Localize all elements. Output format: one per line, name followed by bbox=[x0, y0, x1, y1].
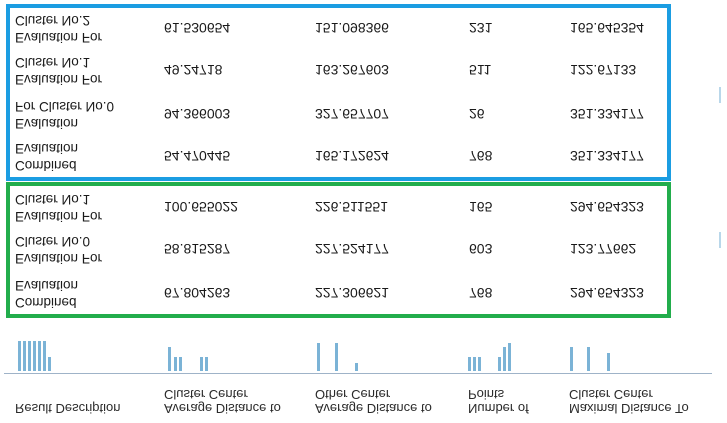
row-other-distance: 226.511551 bbox=[315, 199, 388, 215]
header-average-distance-cluster[interactable]: Average Distance to Cluster Center bbox=[164, 387, 281, 416]
row-other-distance: 227.306621 bbox=[315, 285, 389, 301]
row-other-distance: 165.172624 bbox=[315, 148, 389, 164]
table-row[interactable]: Evaluation For Cluster No.0 58.815287 22… bbox=[0, 227, 727, 271]
row-description: Evaluation For Cluster No.0 bbox=[15, 234, 103, 266]
row-points: 768 bbox=[469, 148, 493, 164]
column-bars-maximal bbox=[569, 325, 619, 371]
row-description: Evaluation For Cluster No.1 bbox=[15, 192, 103, 224]
row-points: 603 bbox=[469, 241, 493, 257]
header-divider bbox=[4, 373, 712, 374]
row-average-distance: 58.815287 bbox=[164, 241, 231, 257]
row-other-distance: 227.524177 bbox=[315, 241, 389, 257]
column-bars-points bbox=[468, 325, 518, 371]
column-bars-other bbox=[315, 325, 365, 371]
row-average-distance: 100.655022 bbox=[164, 199, 238, 215]
column-bars-average bbox=[165, 325, 215, 371]
table-row[interactable]: Evaluation For Cluster No.2 61.530654 15… bbox=[0, 6, 727, 50]
row-description: Evaluation For Cluster No.1 bbox=[15, 55, 103, 87]
row-max-distance: 351.334177 bbox=[570, 106, 644, 122]
row-description: Evaluation For Cluster No.2 bbox=[15, 13, 103, 45]
row-max-distance: 123.77662 bbox=[570, 241, 637, 257]
row-other-distance: 327.657707 bbox=[315, 106, 389, 122]
table-row[interactable]: Combined Evaluation 67.804263 227.306621… bbox=[0, 271, 727, 315]
row-max-distance: 122.67133 bbox=[570, 62, 637, 78]
row-max-distance: 294.654323 bbox=[570, 285, 644, 301]
header-result-description[interactable]: Result Description bbox=[15, 401, 121, 416]
header-average-distance-other[interactable]: Average Distance to Other Center bbox=[315, 387, 432, 416]
header-maximal-distance[interactable]: Maximal Distance To Cluster Center bbox=[569, 387, 689, 416]
table-row[interactable]: Evaluation For Cluster No.1 49.24718 163… bbox=[0, 48, 727, 92]
table-row[interactable]: Evaluation For Cluster No.1 100.655022 2… bbox=[0, 185, 727, 229]
row-max-distance: 294.654323 bbox=[570, 199, 644, 215]
row-points: 768 bbox=[469, 285, 493, 301]
table-row[interactable]: Evaluation For Cluster No.0 94.366003 32… bbox=[0, 92, 727, 136]
row-points: 231 bbox=[469, 20, 493, 36]
header-number-of-points[interactable]: Number of Points bbox=[468, 387, 529, 416]
row-average-distance: 94.366003 bbox=[164, 106, 231, 122]
row-max-distance: 351.334177 bbox=[570, 148, 644, 164]
row-other-distance: 151.098366 bbox=[315, 20, 389, 36]
table-row[interactable]: Combined Evaluation 54.470445 165.172624… bbox=[0, 134, 727, 178]
row-description: Combined Evaluation bbox=[15, 141, 79, 173]
table-header: Result Description Average Distance to C… bbox=[0, 375, 727, 423]
column-bars-description bbox=[18, 325, 58, 371]
row-points: 511 bbox=[469, 62, 492, 78]
row-description: Combined Evaluation bbox=[15, 278, 79, 310]
row-max-distance: 165.645354 bbox=[570, 20, 644, 36]
row-average-distance: 61.530654 bbox=[164, 20, 231, 36]
row-points: 165 bbox=[469, 199, 493, 215]
row-average-distance: 67.804263 bbox=[164, 285, 231, 301]
row-points: 26 bbox=[469, 106, 485, 122]
row-average-distance: 54.470445 bbox=[164, 148, 231, 164]
row-other-distance: 163.267603 bbox=[315, 62, 389, 78]
row-average-distance: 49.24718 bbox=[164, 62, 223, 78]
row-description: Evaluation For Cluster No.0 bbox=[15, 99, 115, 131]
